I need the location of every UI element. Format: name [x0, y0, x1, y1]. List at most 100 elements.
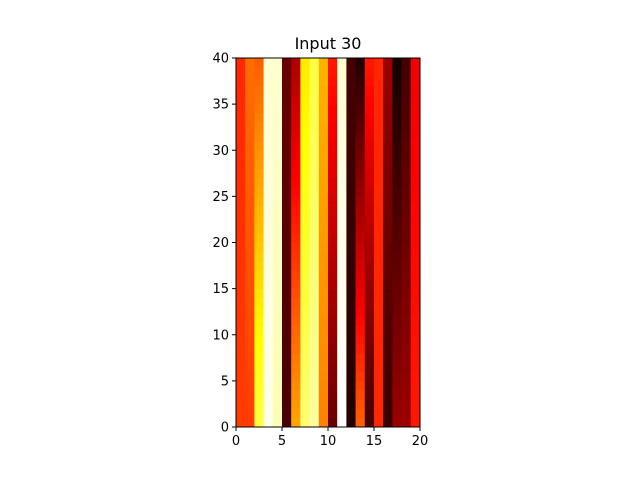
heatmap-cell — [282, 168, 292, 179]
heatmap-cell — [254, 417, 264, 428]
heatmap-cell — [318, 122, 329, 133]
heatmap-cell — [401, 399, 412, 409]
heatmap-cell — [318, 371, 329, 382]
heatmap-cell — [236, 196, 246, 206]
heatmap-cell — [410, 353, 421, 363]
heatmap-cell — [401, 224, 412, 234]
heatmap-cell — [254, 196, 264, 206]
heatmap-cell — [383, 177, 393, 188]
heatmap-cell — [309, 390, 320, 400]
heatmap-cell — [282, 94, 292, 105]
heatmap-cell — [364, 224, 375, 234]
heatmap-cell — [245, 58, 255, 68]
heatmap-cell — [272, 131, 283, 142]
heatmap-cell — [364, 307, 375, 317]
heatmap-cell — [383, 104, 393, 114]
heatmap-cell — [364, 131, 375, 142]
heatmap-cell — [263, 334, 274, 345]
heatmap-cell — [337, 233, 347, 243]
heatmap-cell — [254, 380, 264, 391]
heatmap-cell — [337, 67, 347, 77]
heatmap-cell — [346, 399, 356, 409]
heatmap-cell — [410, 214, 421, 225]
heatmap-cell — [392, 205, 402, 216]
heatmap-cell — [282, 85, 292, 96]
heatmap-cell — [374, 150, 384, 160]
heatmap-cell — [318, 390, 329, 400]
heatmap-cell — [254, 362, 264, 372]
heatmap-cell — [328, 224, 338, 234]
heatmap-cell — [318, 187, 329, 197]
heatmap-cell — [300, 353, 310, 363]
heatmap-cell — [245, 316, 255, 326]
heatmap-cell — [364, 168, 375, 179]
heatmap-cell — [392, 260, 402, 271]
heatmap-cell — [263, 270, 274, 280]
heatmap-cell — [254, 408, 264, 419]
heatmap-cell — [300, 177, 310, 188]
heatmap-cell — [263, 353, 274, 363]
heatmap-cell — [291, 113, 301, 123]
heatmap-cell — [236, 390, 246, 400]
heatmap-cell — [346, 390, 356, 400]
heatmap-cell — [383, 408, 393, 419]
heatmap-cell — [236, 353, 246, 363]
heatmap-cell — [309, 288, 320, 299]
heatmap-cell — [309, 279, 320, 289]
heatmap-cell — [355, 270, 366, 280]
heatmap-cell — [392, 334, 402, 345]
heatmap-cell — [346, 408, 356, 419]
heatmap-cell — [309, 150, 320, 160]
heatmap-cell — [392, 371, 402, 382]
heatmap-cell — [282, 67, 292, 77]
heatmap-cell — [309, 417, 320, 428]
heatmap-cell — [272, 214, 283, 225]
heatmap-cell — [254, 297, 264, 308]
heatmap-cell — [245, 362, 255, 372]
heatmap-cell — [374, 159, 384, 170]
heatmap-cell — [236, 205, 246, 216]
heatmap-cell — [272, 390, 283, 400]
heatmap-cell — [337, 316, 347, 326]
heatmap-cell — [364, 67, 375, 77]
heatmap-cell — [263, 390, 274, 400]
heatmap-cell — [236, 94, 246, 105]
heatmap-cell — [374, 362, 384, 372]
heatmap-cell — [245, 334, 255, 345]
heatmap-cell — [263, 316, 274, 326]
heatmap-cell — [254, 168, 264, 179]
heatmap-cell — [245, 104, 255, 114]
heatmap-cell — [300, 76, 310, 87]
heatmap-cell — [309, 113, 320, 123]
heatmap-cell — [300, 242, 310, 253]
heatmap-cell — [236, 399, 246, 409]
heatmap-cell — [401, 251, 412, 262]
heatmap-cell — [318, 242, 329, 253]
heatmap-cell — [355, 362, 366, 372]
heatmap-cell — [410, 288, 421, 299]
heatmap-cell — [282, 141, 292, 151]
heatmap-cell — [374, 224, 384, 234]
heatmap-cell — [263, 297, 274, 308]
y-tick-label: 20 — [212, 236, 229, 251]
heatmap-cell — [337, 279, 347, 289]
heatmap-cell — [364, 380, 375, 391]
heatmap-cell — [383, 362, 393, 372]
heatmap-cell — [272, 408, 283, 419]
heatmap-cell — [401, 58, 412, 68]
heatmap-cell — [300, 270, 310, 280]
heatmap-cell — [337, 297, 347, 308]
heatmap-cell — [282, 150, 292, 160]
heatmap-cell — [254, 159, 264, 170]
heatmap-cell — [318, 343, 329, 354]
heatmap-cell — [392, 94, 402, 105]
heatmap-cell — [401, 187, 412, 197]
heatmap-cell — [374, 371, 384, 382]
heatmap-cell — [272, 343, 283, 354]
heatmap-cell — [392, 390, 402, 400]
heatmap-cell — [328, 168, 338, 179]
heatmap-cell — [254, 141, 264, 151]
heatmap-cell — [282, 288, 292, 299]
heatmap-cell — [346, 104, 356, 114]
heatmap-cell — [282, 159, 292, 170]
